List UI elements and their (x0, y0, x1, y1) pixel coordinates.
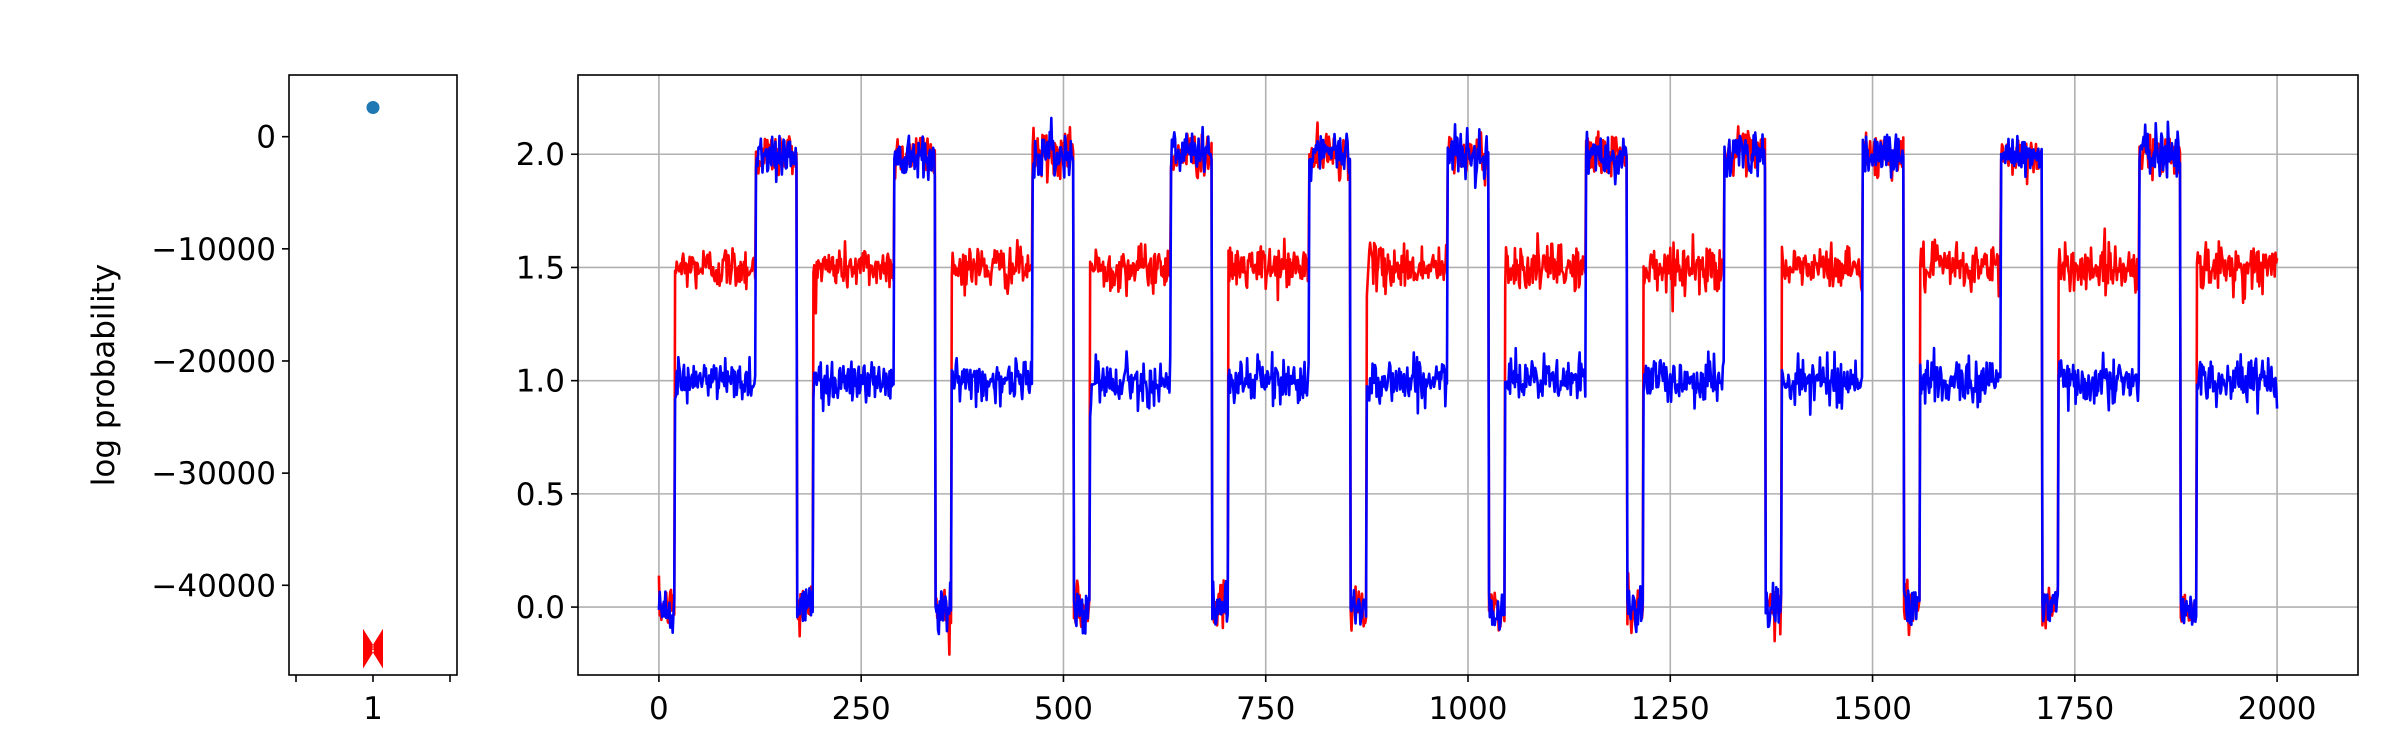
left-ticks: 0 −10000 −20000 −30000 −40000 1 (151, 120, 451, 727)
left-y-tick-label: −30000 (151, 456, 276, 492)
left-y-tick-label: −20000 (151, 344, 276, 380)
right-x-tick-label: 1750 (2035, 691, 2114, 727)
log-probability-panel: 0 −10000 −20000 −30000 −40000 1 log probabili… (86, 74, 458, 727)
right-y-tick-label: 1.5 (516, 250, 565, 286)
right-axes-frame (577, 74, 2359, 676)
left-y-tick-label: 0 (256, 120, 276, 156)
right-x-tick-label: 250 (832, 691, 891, 727)
right-x-tick-label: 1500 (1833, 691, 1912, 727)
left-point-circle (366, 101, 380, 115)
right-x-tick-label: 750 (1236, 691, 1295, 727)
right-grid (578, 75, 2358, 675)
left-x-tick-label: 1 (363, 691, 383, 727)
right-x-tick-label: 2000 (2238, 691, 2317, 727)
series-line-blue (657, 116, 2279, 636)
right-y-tick-label: 1.0 (516, 364, 565, 400)
right-y-tick-label: 2.0 (516, 137, 565, 173)
right-y-tick-label: 0.5 (516, 477, 565, 513)
right-series (657, 116, 2279, 656)
right-x-tick-label: 1000 (1429, 691, 1508, 727)
right-x-tick-label: 0 (649, 691, 669, 727)
right-x-tick-label: 1250 (1631, 691, 1710, 727)
left-y-tick-label: −10000 (151, 232, 276, 268)
right-x-tick-label: 500 (1034, 691, 1093, 727)
right-y-tick-label: 0.0 (516, 590, 565, 626)
left-axes-frame (288, 74, 458, 676)
signal-panel: 0 250 500 750 1000 1250 1500 1750 2000 0.0 0.5 1.0 1… (516, 74, 2359, 727)
left-marks (363, 101, 383, 669)
left-point-bowtie (363, 630, 383, 663)
left-y-tick-label: −40000 (151, 568, 276, 604)
left-y-axis-label: log probability (86, 264, 122, 487)
right-ticks: 0 250 500 750 1000 1250 1500 1750 2000 0.0 0.5 1.0 1… (516, 137, 2317, 727)
